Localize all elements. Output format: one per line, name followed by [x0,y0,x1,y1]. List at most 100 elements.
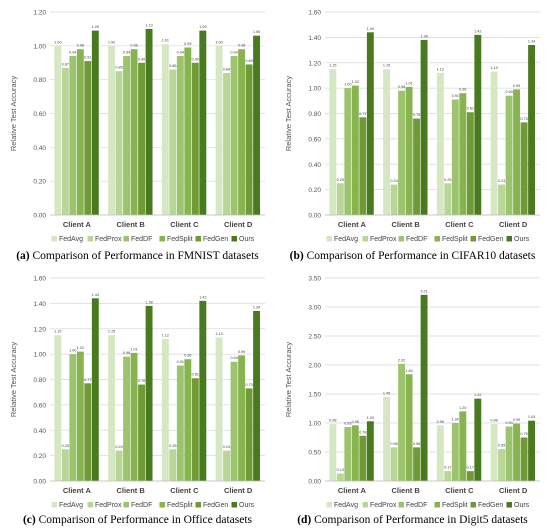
data-label: 1.10 [145,23,152,27]
x-category-label: Client D [499,220,528,229]
bar-fedprox-d [498,449,506,481]
bar-ours-d [253,310,261,481]
y-tick-label: 0.40 [308,162,321,169]
data-label: 0.99 [184,42,191,46]
x-category-label: Client B [116,220,145,229]
bar-fedavg-c [436,425,444,481]
y-tick-label: 0.20 [33,179,46,186]
data-label: 1.00 [108,40,115,44]
y-tick-label: 0.40 [33,428,46,435]
y-tick-label: 0.50 [308,450,321,457]
data-label: 1.02 [77,346,84,350]
bar-fedsplit-a [351,425,359,481]
data-label: 1.01 [130,347,137,351]
bar-ours-b [420,294,428,481]
bar-fedavg-b [108,45,116,216]
legend-swatch-fedsplit [159,502,165,508]
bar-fedavg-c [161,44,169,216]
bar-fedprox-a [61,449,69,481]
legend-swatch-fedgen [195,502,201,508]
legend-swatch-feddf [398,502,404,508]
y-tick-label: 0.60 [33,402,46,409]
data-label: 1.15 [108,330,115,334]
bar-fedprox-c [169,69,177,216]
data-label: 1.84 [405,369,412,373]
chart-panel-b: 0.00 0.20 0.40 0.60 0.80 1.00 1.20 1.40 1.60 Rela… [275,0,550,265]
bar-fedavg-d [490,424,498,481]
x-category-label: Client D [499,486,528,495]
data-label: 0.81 [467,107,474,111]
legend-label-fedgen: FedGen [478,502,503,509]
data-label: 1.42 [474,29,481,33]
legend-label-fedgen: FedGen [478,236,503,243]
bar-fedgen-b [413,118,421,215]
chart-panel-c: 0.00 0.20 0.40 0.60 0.80 1.00 1.20 1.40 1.60 Rela… [0,266,275,531]
y-tick-label: 0.00 [308,479,321,486]
bar-fedgen-b [413,447,421,481]
caption-b: (b) Comparison of Performance in CIFAR10… [275,250,550,262]
caption-a-text: Comparison of Performance in FMNIST data… [32,250,259,262]
legend-label-fedsplit: FedSplit [167,236,193,243]
x-category-label: Client D [224,220,253,229]
data-label: 0.24 [390,179,397,183]
bar-ours-d [253,35,261,215]
bar-fedprox-a [336,473,344,481]
chart-svg-b: 0.00 0.20 0.40 0.60 0.80 1.00 1.20 1.40 1.60 Rela… [284,10,540,243]
bar-fedsplit-a [76,351,84,481]
x-category-label: Client C [170,220,199,229]
y-tick-label: 0.00 [308,213,321,220]
legend-label-fedsplit: FedSplit [167,502,193,509]
y-tick-label: 3.50 [308,276,321,283]
data-label: 1.12 [162,333,169,337]
bar-fedavg-a [54,335,62,481]
data-label: 1.44 [92,293,99,297]
y-tick-label: 0.60 [33,111,46,118]
legend-swatch-fedavg [51,502,57,508]
bar-feddf-d [230,55,238,215]
legend-label-fedavg: FedAvg [59,502,83,509]
y-tick-label: 1.40 [308,35,321,42]
legend-label-ours: Ours [239,502,255,509]
bar-ours-b [420,39,428,215]
caption-c-label: (c) [22,514,36,526]
data-label: 0.25 [444,178,451,182]
data-label: 1.04 [528,415,535,419]
data-label: 0.17 [467,466,474,470]
data-label: 0.81 [192,373,199,377]
legend-swatch-fedgen [195,236,201,242]
bar-fedavg-c [161,338,169,481]
data-label: 1.42 [474,393,481,397]
bar-fedsplit-d [513,89,521,215]
data-label: 0.94 [505,90,512,94]
data-label: 0.91 [452,94,459,98]
bar-fedgen-d [245,388,253,481]
bar-fedsplit-b [130,49,138,215]
data-label: 0.96 [352,420,359,424]
legend-swatch-fedgen [470,502,476,508]
x-category-label: Client A [338,486,367,495]
data-label: 0.91 [84,56,91,60]
bar-fedprox-b [115,450,123,481]
bar-fedavg-a [329,424,337,481]
data-label: 0.25 [169,444,176,448]
data-label: 1.13 [490,66,497,70]
data-label: 0.98 [123,351,130,355]
chart-panel-d: 0.00 0.50 1.00 1.50 2.00 2.50 3.00 3.50 Relative… [275,266,550,531]
bar-fedprox-d [223,72,231,216]
data-label: 1.20 [459,406,466,410]
bar-fedsplit-c [184,359,192,481]
bar-feddf-c [451,99,459,215]
bar-feddf-d [505,426,513,481]
bar-fedgen-a [359,435,367,481]
data-label: 1.15 [383,64,390,68]
data-label: 0.73 [520,117,527,121]
legend-swatch-fedsplit [434,502,440,508]
bar-ours-d [528,44,536,215]
bar-fedsplit-b [130,352,138,481]
data-label: 1.34 [253,305,260,309]
y-tick-label: 1.20 [308,60,321,67]
y-tick-label: 0.20 [33,453,46,460]
data-label: 0.94 [69,50,76,54]
bar-fedgen-c [191,62,199,215]
legend-label-feddf: FedDF [406,236,427,243]
